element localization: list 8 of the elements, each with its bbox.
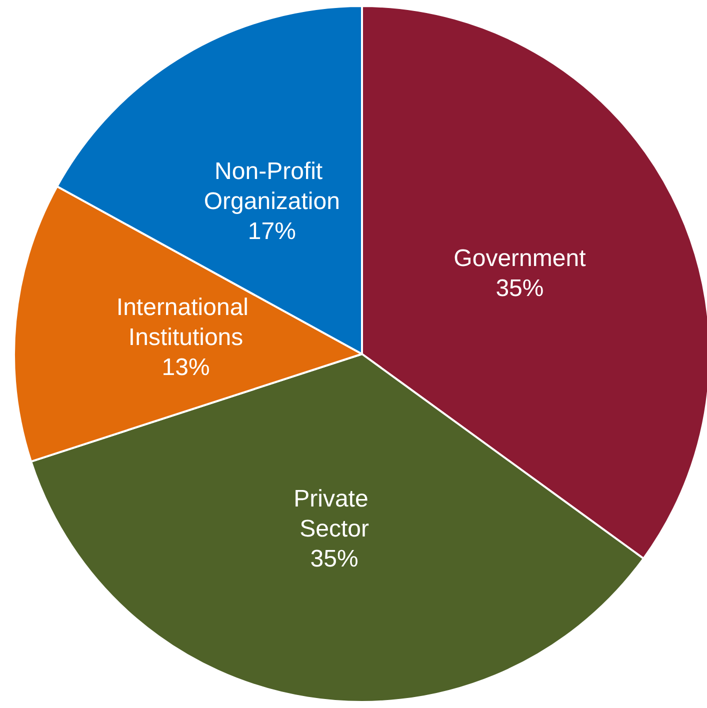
slice-label: Private Sector [294,485,375,542]
slice-label: Government [454,245,586,272]
data-label: 35% [496,275,544,302]
data-label: 35% [310,545,358,572]
data-label: 13% [162,354,210,381]
data-label: 17% [248,218,296,246]
slice-label: International Institutions [116,294,256,351]
slice-label: Non-Profit Organization [204,158,340,216]
